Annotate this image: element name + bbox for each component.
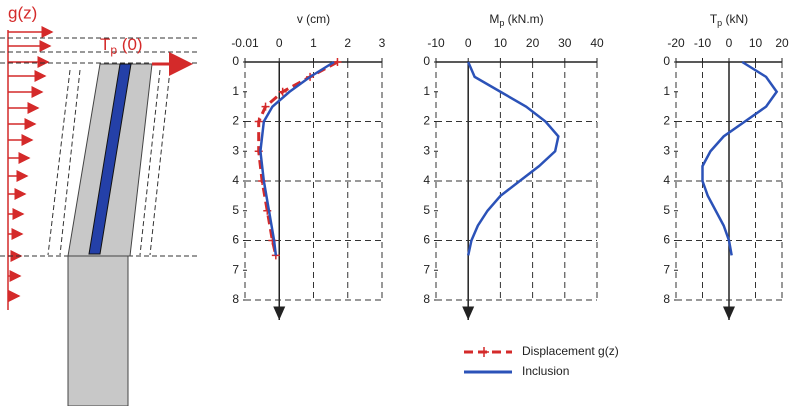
- legend-label: Inclusion: [522, 364, 569, 378]
- y-tick-label: 2: [232, 114, 239, 128]
- x-tick-label: 10: [749, 36, 763, 50]
- y-tick-label: 1: [423, 84, 430, 98]
- series-line: [257, 60, 339, 256]
- load-label: g(z): [8, 3, 37, 22]
- x-axis-title-part: (kN.m): [504, 12, 543, 26]
- x-axis-title-part: p: [499, 18, 504, 28]
- y-tick-label: 3: [232, 143, 239, 157]
- x-tick-label: 10: [494, 36, 508, 50]
- x-tick-label: 1: [310, 36, 317, 50]
- y-tick-label: 0: [663, 54, 670, 68]
- y-tick-label: 0: [423, 54, 430, 68]
- x-tick-label: 20: [775, 36, 789, 50]
- x-tick-label: 40: [590, 36, 604, 50]
- y-tick-label: 5: [663, 203, 670, 217]
- y-tick-label: 6: [663, 233, 670, 247]
- point-marker: [261, 102, 270, 111]
- y-tick-label: 3: [423, 143, 430, 157]
- x-axis-title-part: (kN): [722, 12, 748, 26]
- y-tick-label: 6: [423, 233, 430, 247]
- series-line: [701, 60, 779, 256]
- x-tick-label: -10: [427, 36, 445, 50]
- x-tick-label: 20: [526, 36, 540, 50]
- y-tick-label: 7: [232, 262, 239, 276]
- legend-label: Displacement g(z): [522, 344, 619, 358]
- y-tick-label: 5: [423, 203, 430, 217]
- y-tick-label: 4: [423, 173, 430, 187]
- y-tick-label: 8: [663, 292, 670, 306]
- x-tick-label: 0: [726, 36, 733, 50]
- y-tick-label: 4: [232, 173, 239, 187]
- x-tick-label: -20: [667, 36, 685, 50]
- y-tick-label: 7: [423, 262, 430, 276]
- y-tick-label: 7: [663, 262, 670, 276]
- x-axis-title-part: p: [717, 18, 722, 28]
- x-tick-label: 0: [465, 36, 472, 50]
- x-tick-label: -10: [694, 36, 712, 50]
- x-axis-title: Tp (kN): [710, 12, 748, 28]
- series-line: [466, 61, 560, 256]
- x-axis-title-part: M: [489, 12, 499, 26]
- x-axis-title-part: T: [710, 12, 718, 26]
- x-axis-title-part: v (cm): [297, 12, 330, 26]
- y-tick-label: 2: [423, 114, 430, 128]
- x-axis-title: v (cm): [297, 12, 330, 26]
- y-tick-label: 6: [232, 233, 239, 247]
- point-marker: [278, 87, 287, 96]
- x-tick-label: 2: [344, 36, 351, 50]
- y-tick-label: 8: [232, 292, 239, 306]
- point-marker: [254, 117, 263, 126]
- series-line: [259, 60, 335, 256]
- point-marker: [333, 58, 342, 66]
- y-tick-label: 2: [663, 114, 670, 128]
- y-tick-label: 4: [663, 173, 670, 187]
- y-tick-label: 5: [232, 203, 239, 217]
- force-label: Tp (0): [100, 35, 143, 57]
- x-tick-label: -0.01: [231, 36, 259, 50]
- y-tick-label: 0: [232, 54, 239, 68]
- y-tick-label: 8: [423, 292, 430, 306]
- y-tick-label: 3: [663, 143, 670, 157]
- y-tick-label: 1: [663, 84, 670, 98]
- x-axis-title: Mp (kN.m): [489, 12, 543, 28]
- y-tick-label: 1: [232, 84, 239, 98]
- x-tick-label: 3: [379, 36, 386, 50]
- schematic: g(z) Tp (0): [0, 3, 200, 406]
- x-tick-label: 30: [558, 36, 572, 50]
- legend-marker: [479, 347, 489, 357]
- x-tick-label: 0: [276, 36, 283, 50]
